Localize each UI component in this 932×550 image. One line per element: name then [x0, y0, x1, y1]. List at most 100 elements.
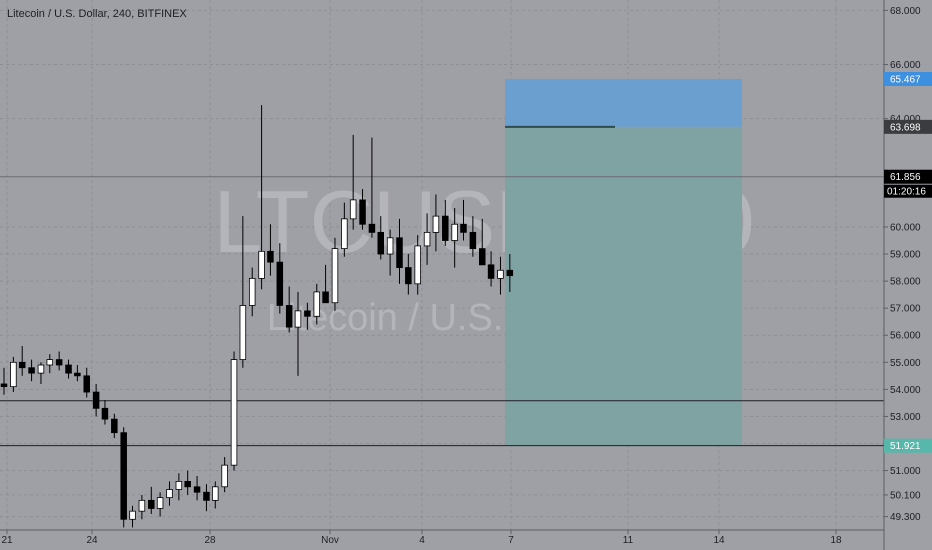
candle-body [377, 231, 385, 255]
candle-body [37, 364, 45, 374]
badge-label: 65.467 [890, 74, 921, 85]
take-profit-zone [505, 126, 742, 446]
candle-body [221, 464, 228, 488]
candle [432, 194, 440, 252]
badge-label: 61.856 [890, 172, 921, 183]
candle [451, 208, 458, 268]
candle-body [460, 223, 467, 233]
time-tick-label: 24 [86, 535, 98, 546]
price-tick-label: 59.000 [890, 250, 921, 261]
candle [184, 470, 191, 495]
candle [386, 229, 394, 276]
position-tool[interactable] [505, 78, 742, 446]
candle-body [442, 215, 449, 241]
candle-body [414, 245, 421, 285]
time-tick-label: 7 [508, 535, 514, 546]
candle-body [46, 359, 54, 366]
candle-body [405, 267, 412, 285]
candle-body [359, 199, 366, 225]
candle [414, 235, 421, 295]
candle-body [386, 237, 394, 255]
price-tick-label: 56.000 [890, 331, 921, 342]
price-tick-label: 55.000 [890, 358, 921, 369]
horizontal-lines[interactable] [0, 176, 884, 447]
candle [46, 354, 54, 374]
candle-body [138, 499, 146, 512]
candle-body [322, 291, 329, 304]
candle-body [156, 497, 164, 509]
price-tick-label: 66.000 [890, 60, 921, 71]
candle [460, 199, 467, 241]
candle-body [368, 223, 376, 233]
candle [166, 481, 173, 506]
time-tick-label: 4 [419, 535, 425, 546]
candle-body [478, 248, 486, 266]
candle [341, 202, 348, 257]
candle-body [175, 480, 183, 490]
price-tick-label: 51.000 [890, 466, 921, 477]
price-tick-label: 64.000 [890, 114, 921, 125]
price-tick-label: 53.000 [890, 412, 921, 423]
candle-body [0, 383, 8, 388]
time-tick-label: 28 [204, 535, 216, 546]
candle [10, 356, 17, 393]
candle [83, 367, 90, 398]
candle-body [285, 305, 293, 328]
candle-body [203, 491, 210, 501]
stop-loss-zone [505, 78, 742, 127]
candle-body [212, 486, 219, 501]
candle-body [101, 407, 109, 420]
candle [359, 189, 366, 230]
candle [65, 359, 72, 379]
candle [37, 362, 45, 384]
candle-body [313, 291, 321, 317]
candle-body [396, 237, 403, 268]
candle [285, 286, 293, 333]
candles [0, 105, 514, 528]
badge-label: 51.921 [890, 441, 921, 452]
time-axis[interactable]: 21 24 28 Nov 4 7 11 14 18 [1, 530, 842, 546]
candle [423, 213, 431, 265]
current-price-badge: 61.856 [884, 169, 932, 184]
candle-body [166, 489, 173, 499]
candle [322, 264, 329, 304]
candle [230, 351, 238, 471]
candle [101, 400, 109, 425]
badge-background [884, 438, 932, 453]
candle [377, 216, 385, 260]
candle-body [487, 264, 495, 279]
candle [506, 254, 514, 292]
price-tick-label: 58.000 [890, 277, 921, 288]
candle-body [423, 231, 431, 247]
candle [129, 505, 136, 528]
target-price-badge: 51.921 [884, 438, 932, 453]
candle [469, 216, 477, 257]
candle [156, 492, 164, 517]
candle-body [294, 310, 302, 328]
candle [120, 427, 127, 528]
candle-body [10, 361, 17, 388]
candle [138, 494, 146, 520]
candle [74, 365, 81, 382]
badge-background [884, 169, 932, 184]
candle-body [469, 231, 477, 250]
candle [304, 302, 311, 330]
candle-body [120, 432, 127, 520]
candle-body [129, 510, 136, 520]
time-tick-label: 18 [830, 535, 842, 546]
candle-body [193, 486, 201, 493]
candle-body [331, 248, 339, 304]
candle [349, 134, 357, 230]
price-tick-label: 60.000 [890, 222, 921, 233]
candle [221, 457, 228, 493]
candle-body [55, 359, 63, 366]
price-tick-label: 54.000 [890, 385, 921, 396]
candle [203, 484, 210, 512]
candle-body [349, 199, 357, 220]
countdown-background [884, 184, 932, 198]
candle [368, 137, 376, 238]
candle-body [497, 269, 504, 279]
candle [487, 251, 495, 287]
